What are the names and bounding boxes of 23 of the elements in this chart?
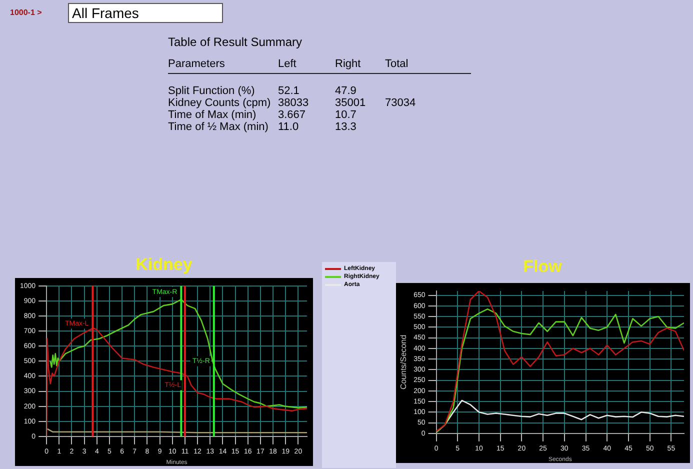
text: Time of Max (min) <box>168 109 256 121</box>
text: 13.3 <box>335 121 356 133</box>
text: Right <box>335 58 361 70</box>
text: Kidney Counts (cpm) <box>168 97 271 109</box>
text: 3.667 <box>278 109 306 121</box>
text: Left <box>278 58 296 70</box>
chart-title: Kidney <box>134 255 194 276</box>
text: 47.9 <box>335 85 356 97</box>
text: All Frames <box>68 3 223 23</box>
text: 73034 <box>385 97 416 109</box>
text: 10.7 <box>335 109 356 121</box>
text: 38033 <box>278 97 309 109</box>
text: 11.0 <box>278 121 299 133</box>
text: 1000-1 > <box>10 8 42 17</box>
text: 35001 <box>335 97 366 109</box>
y-axis-title: Counts/Second <box>399 334 408 390</box>
text: Table of Result Summary <box>168 35 302 49</box>
text: Parameters <box>168 58 225 70</box>
text: Time of ½ Max (min) <box>168 121 268 133</box>
text: Split Function (%) <box>168 85 255 97</box>
text: 52.1 <box>278 85 300 97</box>
chart-title: Flow <box>522 257 563 278</box>
text: Total <box>385 58 408 70</box>
